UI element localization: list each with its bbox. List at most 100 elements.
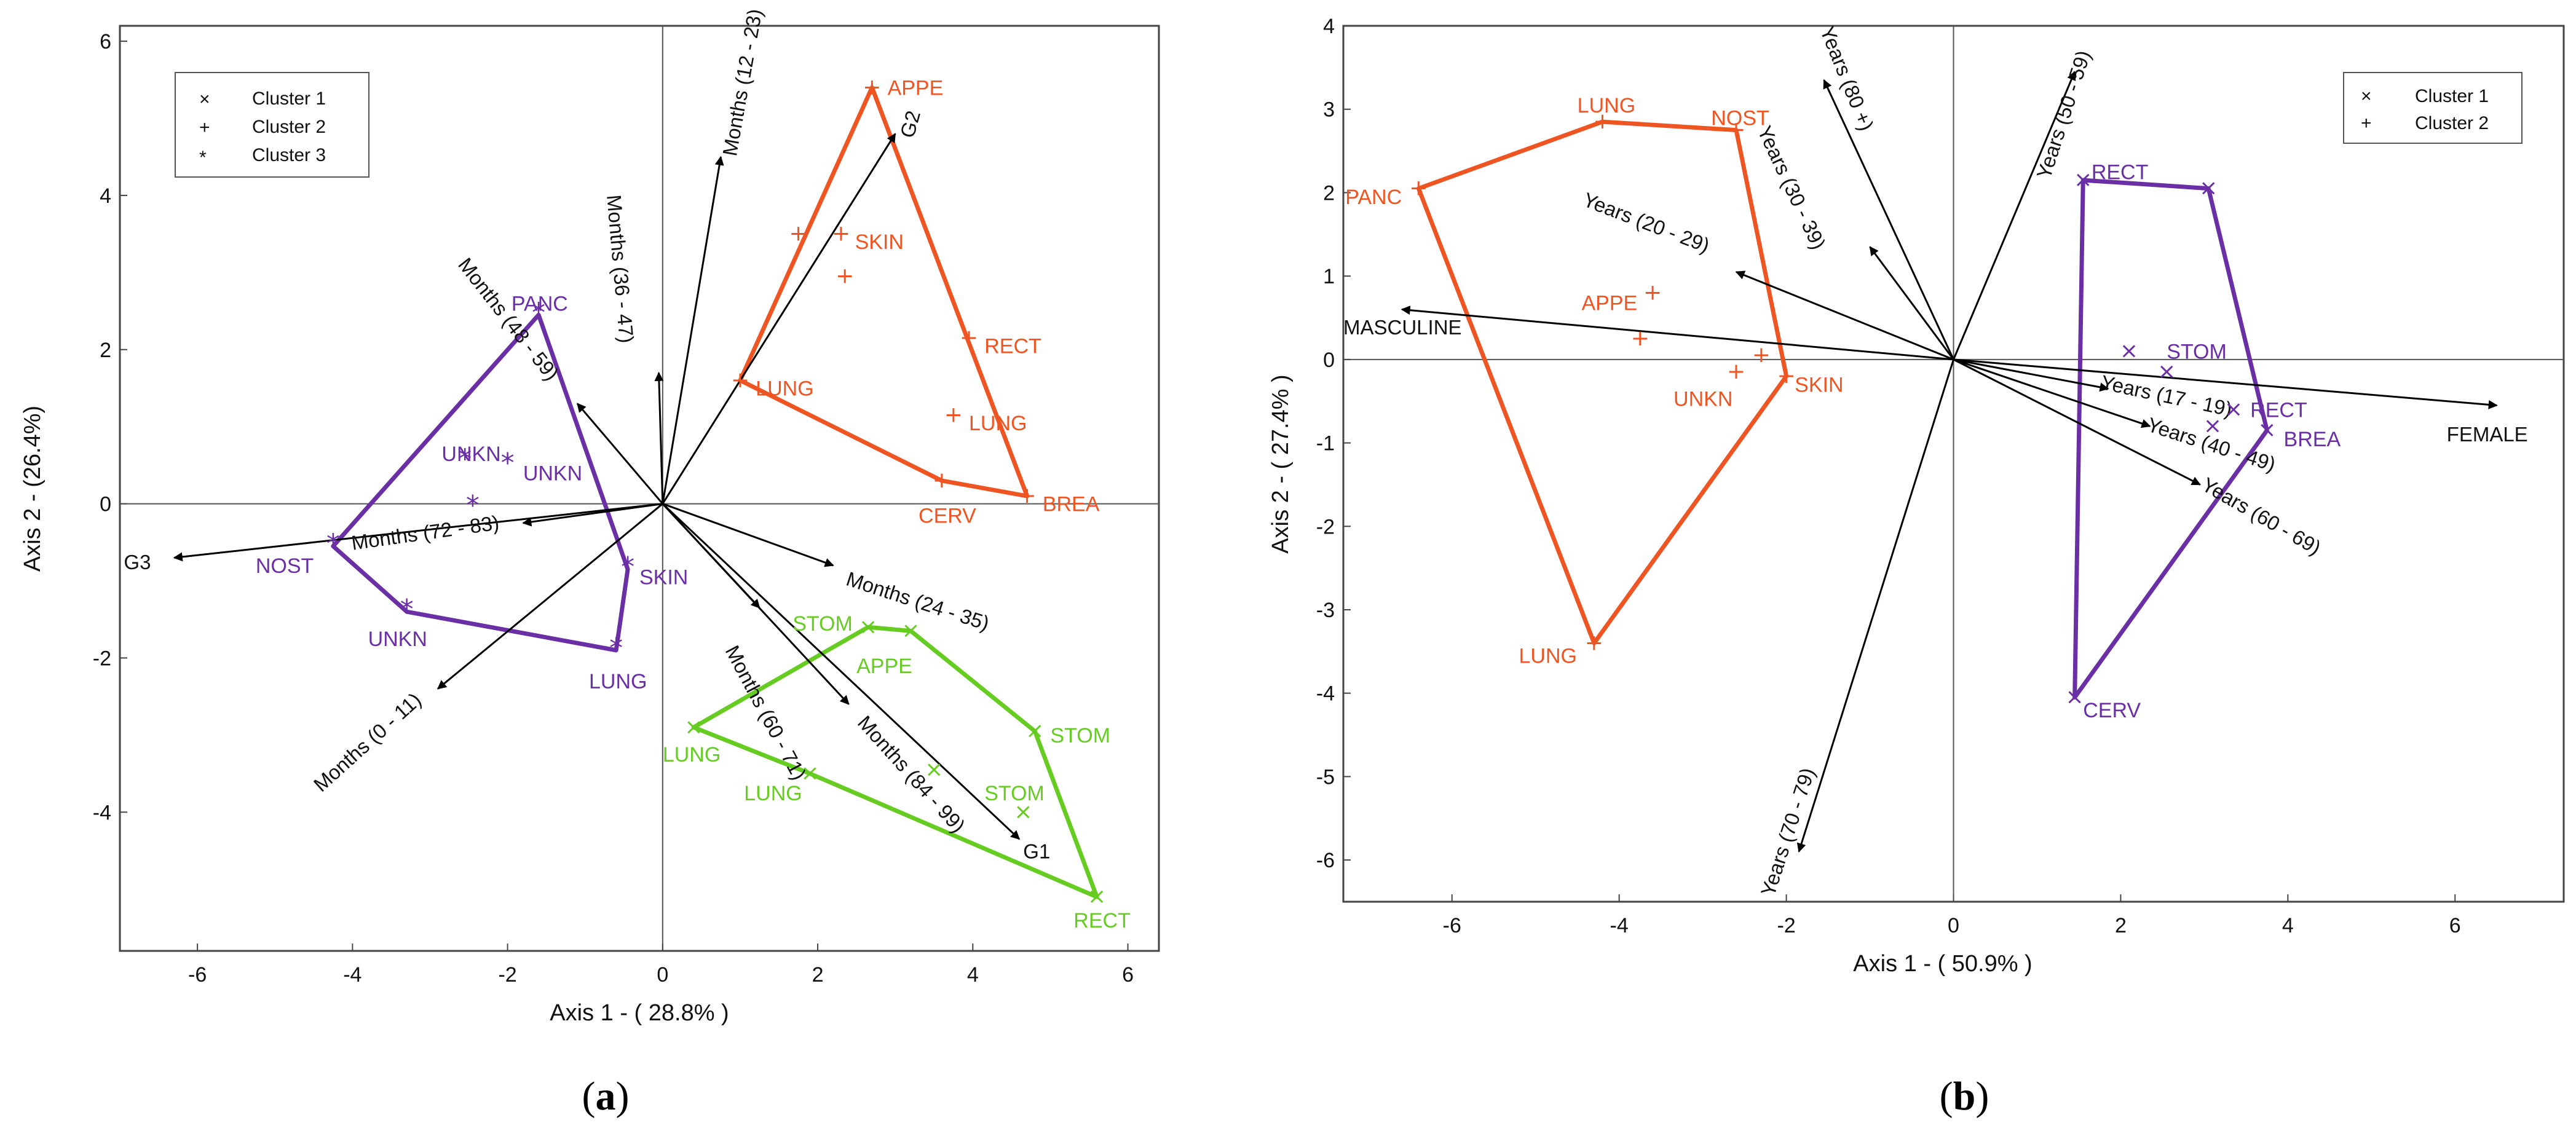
panel-b-point-marker: × [2224, 396, 2243, 422]
panel-a-point-marker: × [859, 614, 877, 639]
panel-b-point-marker: + [1643, 280, 1662, 305]
panel-b-vector-label: Years (80 +) [1815, 23, 1878, 134]
panel-a-point-marker: * [326, 529, 340, 560]
panel-b-point-label: UNKN [1673, 388, 1732, 411]
panel-b-point-label: LUNG [1578, 94, 1635, 117]
panel-b-y-tick-label: -3 [1316, 599, 1335, 622]
panel-b-legend-label-1: Cluster 1 [2415, 86, 2489, 106]
panel-a-point-marker: × [925, 757, 943, 782]
panel-b-y-tick-label: 4 [1323, 15, 1335, 38]
panel-a-point-label: NOST [256, 554, 314, 578]
panel-a-point-marker: + [933, 468, 951, 493]
panel-a-point-label: UNKN [441, 443, 500, 466]
panel-b-vector-arrow [1953, 358, 2498, 409]
panel-a-point-label: LUNG [969, 412, 1027, 435]
panel-a-caption: (a) [582, 1074, 630, 1119]
panel-b-y-tick-label: -4 [1316, 682, 1335, 706]
panel-b-x-axis-label: Axis 1 - ( 50.9% ) [1853, 951, 2032, 977]
panel-b-vector-arrow [1796, 359, 1954, 853]
panel-a-vector-arrow [522, 503, 663, 527]
panel-a-hull-cluster-1 [691, 625, 1099, 899]
panel-b-vector-label: Years (20 - 29) [1580, 188, 1713, 257]
panel-a-point-marker: + [731, 368, 749, 393]
panel-b-point-marker: × [2157, 359, 2176, 384]
panel-a-point-label: APPE [888, 76, 944, 100]
panel-a: × Cluster 1 + Cluster 2 * Cluster 3 Axis… [20, 25, 1160, 1119]
panel-a-point-label: LUNG [744, 782, 802, 805]
panel-b-y-tick-label: -5 [1316, 765, 1335, 789]
panel-b-point-marker: × [2066, 685, 2084, 710]
panel-b-point-marker: × [2203, 413, 2222, 438]
panel-a-point-label: RECT [984, 334, 1041, 358]
panel-a-point-marker: + [836, 264, 854, 289]
panel-a-x-tick-label: -6 [188, 963, 207, 987]
panel-b-vector-label: FEMALE [2447, 423, 2528, 446]
panel-b-point-marker: + [1727, 117, 1745, 143]
panel-a-vector-label: Months (60 - 71) [721, 642, 811, 784]
panel-a-point-label: SKIN [855, 231, 904, 254]
panel-b-point-marker: × [2120, 338, 2138, 363]
panel-b-vector-arrow [1401, 305, 1954, 361]
panel-b-point-marker: + [1585, 630, 1603, 655]
panel-a-point-marker: × [800, 761, 819, 786]
panel-b-point-marker: + [1777, 363, 1795, 388]
panel-a-point-label: STOM [1050, 724, 1110, 747]
panel-a-point-marker: + [789, 221, 807, 246]
panel-a-y-tick-label: 6 [100, 30, 111, 53]
panel-a-vector-label: Months (12 - 23) [718, 7, 766, 158]
panel-b-vector-arrow [1953, 358, 2109, 392]
panel-b-y-tick-label: 2 [1323, 181, 1335, 205]
panel-a-point-marker: + [1018, 483, 1037, 508]
panel-b-y-tick-label: 0 [1323, 349, 1335, 372]
panel-b-vector-label: Years (50 - 59) [2032, 47, 2095, 181]
panel-a-point-label: BREA [1043, 493, 1100, 516]
panel-b-vector-arrow [1953, 71, 2076, 360]
panel-a-frame [119, 25, 1160, 952]
panel-b-vector-label: MASCULINE [1343, 316, 1462, 339]
panel-a-point-label: SKIN [639, 566, 688, 589]
panel-b-x-tick-label: -4 [1610, 914, 1629, 937]
panel-a-point-marker: × [1088, 884, 1106, 909]
panel-a-legend-label-1: Cluster 1 [252, 89, 326, 109]
panel-a-point-marker: + [863, 74, 881, 100]
panel-b-vector-arrow [1869, 246, 1954, 360]
panel-a-vector-arrow [173, 503, 663, 562]
panel-a-x-tick-label: 2 [812, 963, 824, 987]
panel-a-point-marker: * [458, 444, 472, 475]
panel-b-x-tick-label: -2 [1777, 914, 1795, 937]
panel-b-caption: (b) [1940, 1074, 1989, 1119]
panel-b-y-axis-label: Axis 2 - ( 27.4% ) [1268, 374, 1294, 553]
panel-a-x-tick-label: 4 [967, 963, 979, 987]
panel-a-y-tick-label: 0 [100, 493, 111, 516]
panel-b-point-marker: × [2199, 176, 2218, 201]
panel-a-point-label: UNKN [523, 462, 582, 485]
panel-b-legend-box [2343, 72, 2523, 144]
panel-a-vector-arrow [662, 503, 834, 567]
panel-b-hull-cluster-2 [1416, 119, 1789, 645]
panel-a-vector-arrow [662, 133, 896, 505]
panel-a-point-label: STOM [792, 612, 853, 636]
panel-a-caption-letter: a [596, 1074, 616, 1119]
panel-a-point-marker: * [609, 632, 623, 664]
panel-a-vector-arrow [654, 371, 664, 504]
panel-b-hull-cluster-1 [2072, 178, 2269, 699]
panel-a-vector-arrow [662, 503, 1021, 840]
panel-a-point-marker: × [1025, 719, 1044, 744]
panel-b-y-tick-label: -1 [1316, 432, 1335, 455]
panel-a-y-tick-label: -4 [93, 801, 111, 824]
panel-b-caption-letter: b [1953, 1074, 1976, 1119]
panel-b-x-tick-label: -6 [1443, 914, 1461, 937]
panel-a-point-marker: × [684, 714, 703, 739]
panel-a-y-tick-label: 4 [100, 184, 111, 208]
panel-a-vector-arrow [576, 403, 663, 505]
panel-a-hull-cluster-2 [738, 85, 1030, 499]
panel-b-vector-arrow [1735, 270, 1954, 361]
panel-a-point-marker: + [960, 325, 978, 350]
panel-a-y-tick-label: -2 [93, 647, 111, 670]
panel-b-point-label: APPE [1581, 292, 1637, 315]
panel-a-x-tick-label: 0 [657, 963, 668, 987]
panel-a-vector-label: Months (48 - 59) [454, 253, 563, 385]
panel-a-y-axis-label: Axis 2 - (26.4%) [20, 406, 45, 572]
